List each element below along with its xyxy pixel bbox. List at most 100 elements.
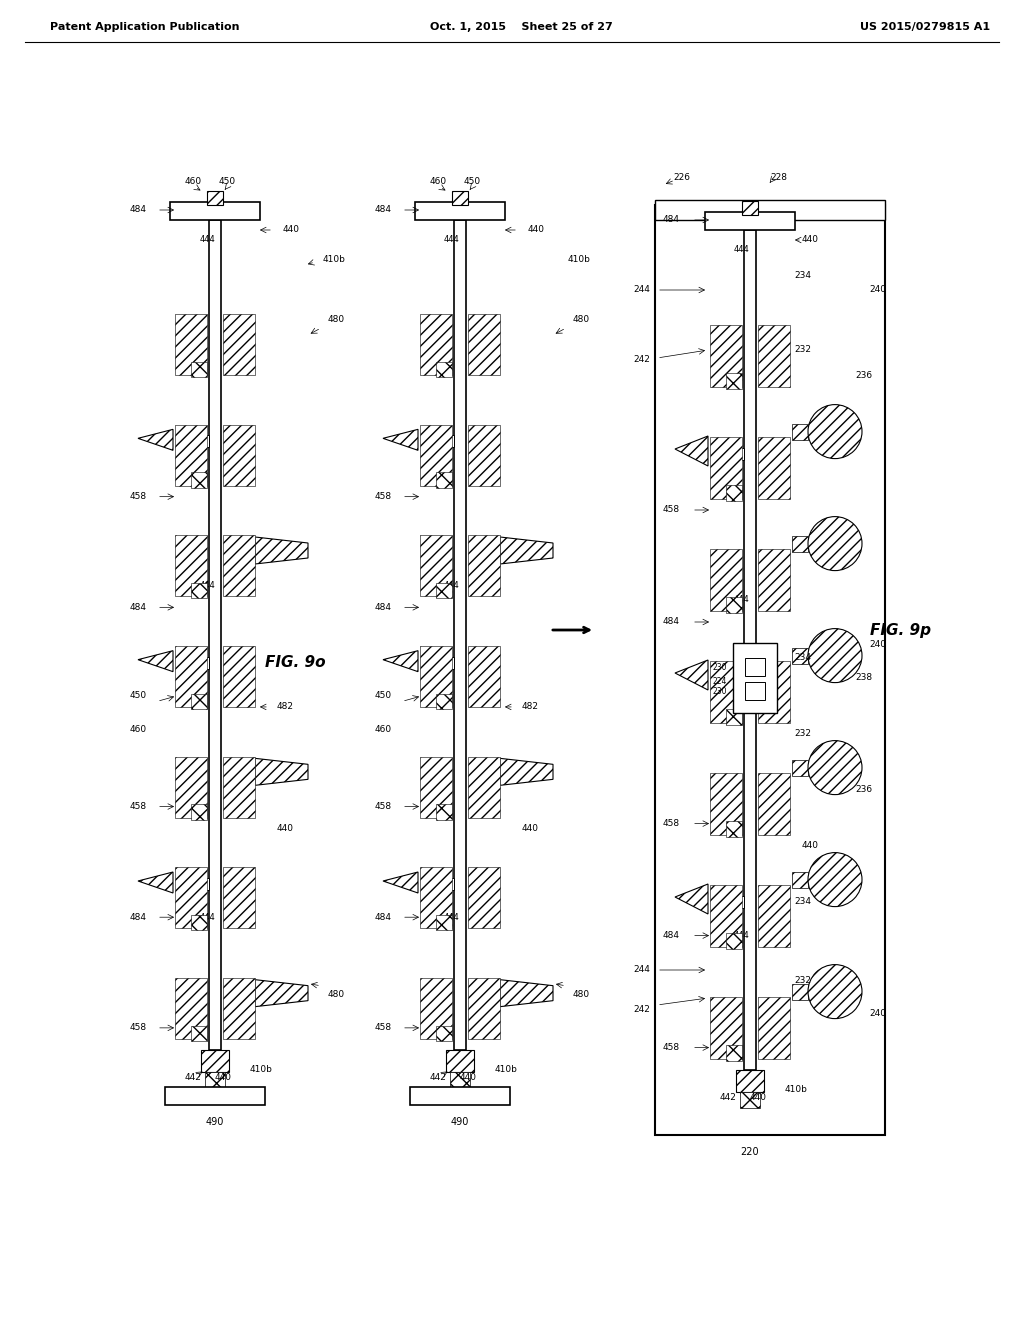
Bar xyxy=(452,191,468,205)
Text: 236: 236 xyxy=(855,785,872,795)
Bar xyxy=(191,915,207,931)
Bar xyxy=(223,425,255,486)
Bar xyxy=(165,1086,265,1105)
Text: 460: 460 xyxy=(429,177,446,186)
Bar xyxy=(792,983,808,999)
Text: 480: 480 xyxy=(328,315,345,325)
Text: 458: 458 xyxy=(375,803,392,810)
Text: 238: 238 xyxy=(855,673,872,682)
Bar xyxy=(436,1026,452,1041)
Bar xyxy=(468,867,500,928)
Text: 230: 230 xyxy=(713,664,727,672)
Bar xyxy=(745,682,765,700)
Text: FIG. 9o: FIG. 9o xyxy=(264,655,326,671)
Text: 242: 242 xyxy=(633,355,650,364)
Text: 458: 458 xyxy=(130,1023,147,1032)
Bar xyxy=(436,473,452,488)
Bar xyxy=(191,1026,207,1041)
Polygon shape xyxy=(255,758,308,785)
Bar xyxy=(450,656,454,669)
Text: 482: 482 xyxy=(522,702,539,711)
Bar xyxy=(710,549,742,611)
Text: 410b: 410b xyxy=(568,256,591,264)
Text: 244: 244 xyxy=(633,285,650,294)
Text: 440: 440 xyxy=(750,1093,767,1102)
Text: 226: 226 xyxy=(673,173,690,182)
Bar xyxy=(223,756,255,817)
Text: 440: 440 xyxy=(802,235,819,244)
Bar xyxy=(175,425,207,486)
Polygon shape xyxy=(138,429,173,450)
Text: 410b: 410b xyxy=(250,1065,272,1074)
Text: 480: 480 xyxy=(328,990,345,999)
Text: 440: 440 xyxy=(522,824,539,833)
Bar xyxy=(450,878,454,890)
Text: 444: 444 xyxy=(734,595,750,605)
Text: 444: 444 xyxy=(444,235,460,244)
Bar xyxy=(410,1086,510,1105)
Bar xyxy=(726,374,742,389)
Circle shape xyxy=(808,628,862,682)
Bar xyxy=(726,1045,742,1061)
Bar xyxy=(736,1071,764,1092)
Text: FIG. 9p: FIG. 9p xyxy=(869,623,931,638)
Text: 444: 444 xyxy=(734,931,750,940)
Bar xyxy=(740,1092,760,1107)
Text: 482: 482 xyxy=(278,702,294,711)
Bar xyxy=(209,220,221,1049)
Polygon shape xyxy=(500,537,553,564)
Text: 440: 440 xyxy=(528,226,545,235)
Bar xyxy=(745,657,765,676)
Bar xyxy=(758,325,790,387)
Bar xyxy=(744,230,756,1071)
Text: US 2015/0279815 A1: US 2015/0279815 A1 xyxy=(860,22,990,32)
Text: 460: 460 xyxy=(184,177,202,186)
Bar xyxy=(758,886,790,946)
Polygon shape xyxy=(675,884,708,913)
Text: 484: 484 xyxy=(375,912,392,921)
Text: 244: 244 xyxy=(633,965,650,974)
Text: 444: 444 xyxy=(199,235,215,244)
Text: Oct. 1, 2015    Sheet 25 of 27: Oct. 1, 2015 Sheet 25 of 27 xyxy=(430,22,612,32)
Text: 444: 444 xyxy=(734,246,750,255)
Bar xyxy=(758,997,790,1059)
Text: 220: 220 xyxy=(740,1147,760,1158)
Text: 458: 458 xyxy=(663,1043,680,1052)
Text: 234: 234 xyxy=(794,271,811,280)
Polygon shape xyxy=(500,979,553,1007)
Bar xyxy=(450,1072,470,1088)
Bar xyxy=(191,693,207,709)
Text: 240: 240 xyxy=(869,285,886,294)
Circle shape xyxy=(808,965,862,1019)
Bar xyxy=(710,774,742,834)
Text: 236: 236 xyxy=(855,371,872,380)
Bar xyxy=(420,645,452,708)
Bar xyxy=(758,437,790,499)
Circle shape xyxy=(808,741,862,795)
Text: 234: 234 xyxy=(794,653,811,663)
Text: 450: 450 xyxy=(218,177,236,186)
Bar xyxy=(420,425,452,486)
Bar xyxy=(201,1049,229,1072)
Text: 458: 458 xyxy=(130,803,147,810)
Bar xyxy=(792,648,808,664)
Text: 440: 440 xyxy=(214,1073,231,1082)
Bar xyxy=(415,202,505,220)
Bar xyxy=(726,709,742,725)
Polygon shape xyxy=(383,651,418,672)
Bar xyxy=(792,759,808,776)
Bar xyxy=(742,201,758,215)
Text: 460: 460 xyxy=(130,725,147,734)
Bar xyxy=(655,205,885,1135)
Text: 228: 228 xyxy=(770,173,787,182)
Bar xyxy=(223,867,255,928)
Text: 458: 458 xyxy=(375,1023,392,1032)
Text: 234: 234 xyxy=(794,898,811,907)
Text: 442: 442 xyxy=(184,1073,202,1082)
Bar xyxy=(175,314,207,375)
Text: 490: 490 xyxy=(451,1117,469,1127)
Polygon shape xyxy=(255,979,308,1007)
Bar xyxy=(792,871,808,887)
Bar xyxy=(792,536,808,552)
Bar xyxy=(191,473,207,488)
